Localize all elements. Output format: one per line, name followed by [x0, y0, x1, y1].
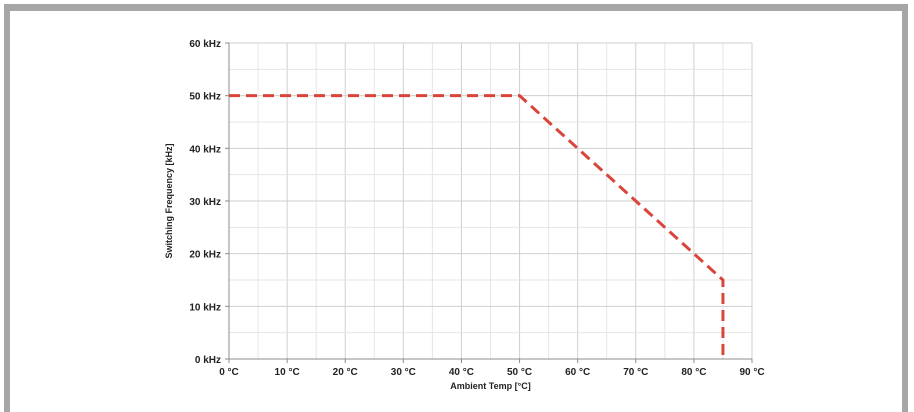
- x-tick-label: 60 °C: [565, 367, 590, 378]
- y-tick-label: 0 kHz: [195, 355, 221, 366]
- y-tick-label: 30 kHz: [189, 197, 221, 208]
- x-tick-label: 50 °C: [507, 367, 532, 378]
- x-tick-label: 80 °C: [681, 367, 706, 378]
- x-tick-label: 10 °C: [275, 367, 300, 378]
- y-tick-label: 10 kHz: [189, 302, 221, 313]
- tick-labels: 0 °C 10 °C 20 °C 30 °C 40 °C 50 °C 60 °C 70 °C 8…: [189, 39, 764, 378]
- x-axis-title: Ambient Temp [°C]: [450, 381, 530, 391]
- derating-curve: [229, 94, 725, 359]
- x-tick-label: 0 °C: [219, 367, 239, 378]
- x-tick-label: 40 °C: [449, 367, 474, 378]
- x-tick-label: 90 °C: [739, 367, 764, 378]
- x-tick-label: 70 °C: [623, 367, 648, 378]
- y-tick-label: 60 kHz: [189, 39, 221, 50]
- y-axis-title: Switching Frequency [kHz]: [164, 143, 174, 258]
- series: [229, 94, 725, 359]
- y-tick-label: 40 kHz: [189, 144, 221, 155]
- y-tick-label: 50 kHz: [189, 92, 221, 103]
- grid: [228, 42, 753, 360]
- y-tick-label: 20 kHz: [189, 250, 221, 261]
- x-tick-label: 20 °C: [333, 367, 358, 378]
- x-tick-label: 30 °C: [391, 367, 416, 378]
